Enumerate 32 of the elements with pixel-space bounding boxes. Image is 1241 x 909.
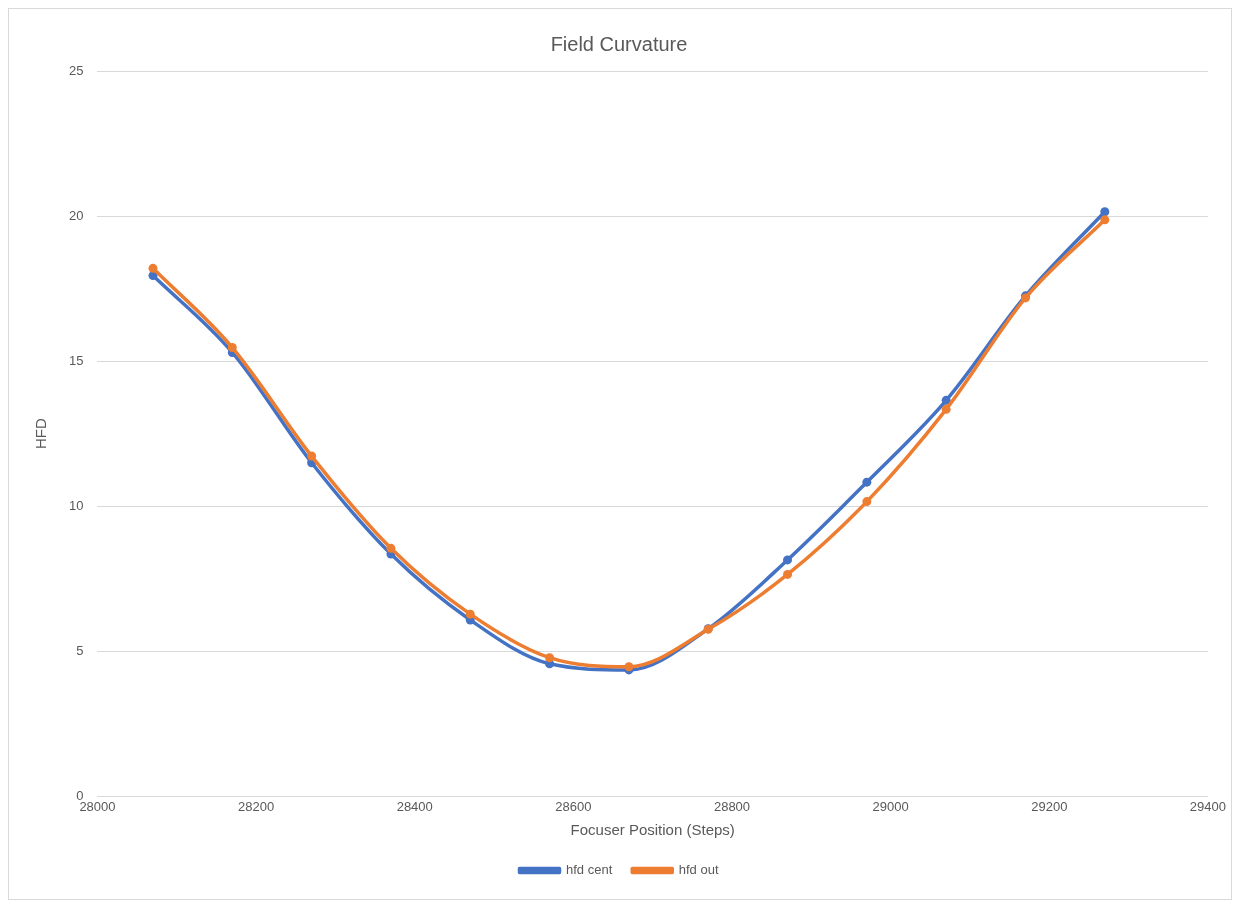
point xyxy=(148,263,158,273)
point xyxy=(227,343,237,353)
legend-label: hfd cent xyxy=(565,862,613,878)
point xyxy=(862,497,872,507)
x-tick-label: 28400 xyxy=(396,798,433,814)
y-tick-label: 5 xyxy=(76,642,84,658)
chart-title: Field Curvature xyxy=(550,32,688,55)
y-axis-title: HFD xyxy=(32,418,50,450)
point xyxy=(783,555,793,565)
y-tick-label: 0 xyxy=(76,787,84,803)
point xyxy=(1100,215,1110,225)
point xyxy=(1100,207,1110,217)
point xyxy=(941,404,951,414)
point xyxy=(545,653,555,663)
y-tick-label: 20 xyxy=(68,207,84,223)
x-tick-label: 28200 xyxy=(238,798,275,814)
x-axis-title: Focuser Position (Steps) xyxy=(570,821,735,839)
x-tick-label: 29200 xyxy=(1031,798,1068,814)
legend-label: hfd out xyxy=(678,862,719,878)
y-tick-label: 10 xyxy=(68,497,84,513)
point xyxy=(465,609,475,619)
point xyxy=(386,543,396,553)
point xyxy=(783,569,793,579)
y-tick-label: 15 xyxy=(68,352,84,368)
x-tick-label: 29000 xyxy=(872,798,909,814)
x-tick-label: 29400 xyxy=(1189,798,1226,814)
point xyxy=(941,395,951,405)
y-tick-label: 25 xyxy=(68,62,84,78)
point xyxy=(307,451,317,461)
point xyxy=(862,477,872,487)
x-tick-label: 28800 xyxy=(713,798,751,814)
x-tick-label: 28600 xyxy=(555,798,592,814)
